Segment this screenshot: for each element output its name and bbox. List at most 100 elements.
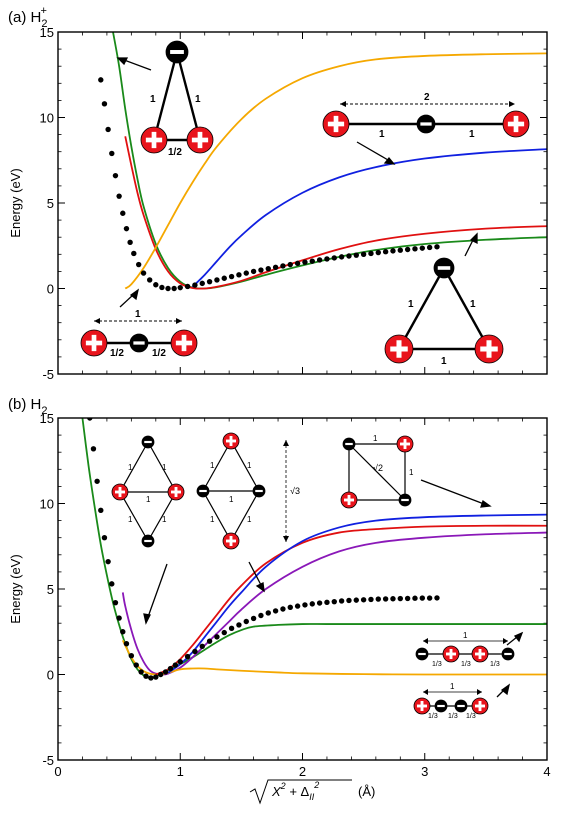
svg-text:√2: √2 <box>373 463 383 473</box>
data-point <box>302 602 308 608</box>
series-line-orange <box>124 52 547 290</box>
data-point <box>228 625 235 632</box>
svg-text:1: 1 <box>135 309 141 320</box>
panel-a-axes: -5 0 5 10 15 <box>40 25 548 382</box>
svg-text:√3: √3 <box>290 486 300 496</box>
data-point <box>165 285 171 292</box>
positive-charge-icon <box>396 435 414 453</box>
data-point <box>243 270 249 276</box>
data-point <box>404 595 411 602</box>
svg-text:1: 1 <box>469 129 475 140</box>
data-point <box>346 597 352 604</box>
data-point <box>258 612 264 619</box>
data-point <box>397 247 403 253</box>
y-tick-label: -5 <box>42 753 54 768</box>
arrows-b <box>143 479 524 698</box>
inset-a-triangle-right: 1 1 1 <box>384 257 504 367</box>
x-axis-unit: (Å) <box>358 784 375 799</box>
data-point <box>153 282 159 288</box>
data-point <box>157 671 164 678</box>
data-point <box>302 259 308 265</box>
data-point <box>138 669 144 675</box>
negative-charge-icon <box>129 333 149 353</box>
data-point <box>353 597 359 603</box>
positive-charge-icon <box>222 432 240 450</box>
sqrt-sign <box>249 779 352 805</box>
data-point <box>382 249 389 255</box>
data-point <box>199 280 205 287</box>
data-point <box>412 246 418 252</box>
x-tick-label: 0 <box>54 764 61 779</box>
data-point <box>294 260 301 267</box>
svg-text:1/2: 1/2 <box>110 348 124 359</box>
panel-a-ylabel: Energy (eV) <box>8 168 23 237</box>
series-line-red <box>124 136 547 290</box>
y-tick-label: -5 <box>42 367 54 382</box>
negative-charge-icon <box>165 40 189 64</box>
data-point <box>360 597 367 603</box>
negative-charge-icon <box>434 699 448 713</box>
data-point <box>258 267 264 273</box>
positive-charge-icon <box>80 329 108 357</box>
positive-charge-icon <box>442 645 460 663</box>
panel-b-frame <box>57 417 548 761</box>
data-point <box>353 252 359 258</box>
data-point <box>331 598 337 605</box>
data-point <box>294 603 301 609</box>
panel-b-series <box>81 418 547 681</box>
data-point <box>382 596 389 602</box>
negative-charge-icon <box>454 699 468 713</box>
data-point <box>434 595 440 601</box>
data-point <box>390 248 396 254</box>
data-point <box>120 210 126 216</box>
series-line-purple <box>121 531 547 676</box>
positive-charge-icon <box>413 697 431 715</box>
positive-charge-icon <box>471 645 489 663</box>
data-point <box>101 535 108 541</box>
data-point <box>123 225 130 232</box>
inset-b-sqrt3-marker: √3 <box>283 440 300 542</box>
positive-charge-icon <box>384 334 414 364</box>
positive-charge-icon <box>170 329 198 357</box>
data-point <box>177 658 183 665</box>
inset-b-rhombus-1: 1 1 1 1 1 <box>111 435 185 548</box>
data-point <box>199 643 205 649</box>
svg-text:1: 1 <box>373 434 378 443</box>
data-point <box>135 261 142 268</box>
negative-charge-icon <box>501 647 515 661</box>
data-point <box>206 638 213 644</box>
data-point <box>287 604 293 610</box>
svg-text:1: 1 <box>247 515 252 524</box>
inset-b-chain-2: 1 1/3 1/3 1/3 <box>413 682 489 720</box>
x-tick-label: 3 <box>421 764 428 779</box>
series-dots <box>98 77 440 292</box>
data-point <box>228 273 235 280</box>
series-line-red <box>155 524 547 676</box>
data-point <box>184 283 191 290</box>
data-point <box>98 77 104 83</box>
svg-text:2: 2 <box>424 92 430 103</box>
data-point <box>419 595 426 601</box>
panel-a: (a) H2+ -5 0 5 10 15 Energy (eV) <box>8 5 548 382</box>
svg-text:1: 1 <box>128 515 133 524</box>
svg-text:1: 1 <box>408 299 414 310</box>
svg-text:1/2: 1/2 <box>168 147 182 158</box>
x-axis-formula: X2 + ΔII2 <box>271 780 319 802</box>
positive-charge-icon <box>474 334 504 364</box>
negative-charge-icon <box>398 493 412 507</box>
series-line-blue <box>191 148 547 288</box>
data-point <box>243 618 249 625</box>
data-point <box>280 263 286 269</box>
data-point <box>346 253 352 259</box>
data-point <box>214 634 220 640</box>
data-point <box>236 622 242 628</box>
data-point <box>177 284 183 291</box>
data-point <box>116 193 122 199</box>
data-point <box>112 172 119 179</box>
positive-charge-icon <box>111 483 129 501</box>
x-axis-label: X2 + ΔII2 (Å) <box>249 779 375 805</box>
y-tick-label: 15 <box>40 25 54 40</box>
data-point <box>324 256 330 262</box>
svg-text:1: 1 <box>128 463 133 472</box>
